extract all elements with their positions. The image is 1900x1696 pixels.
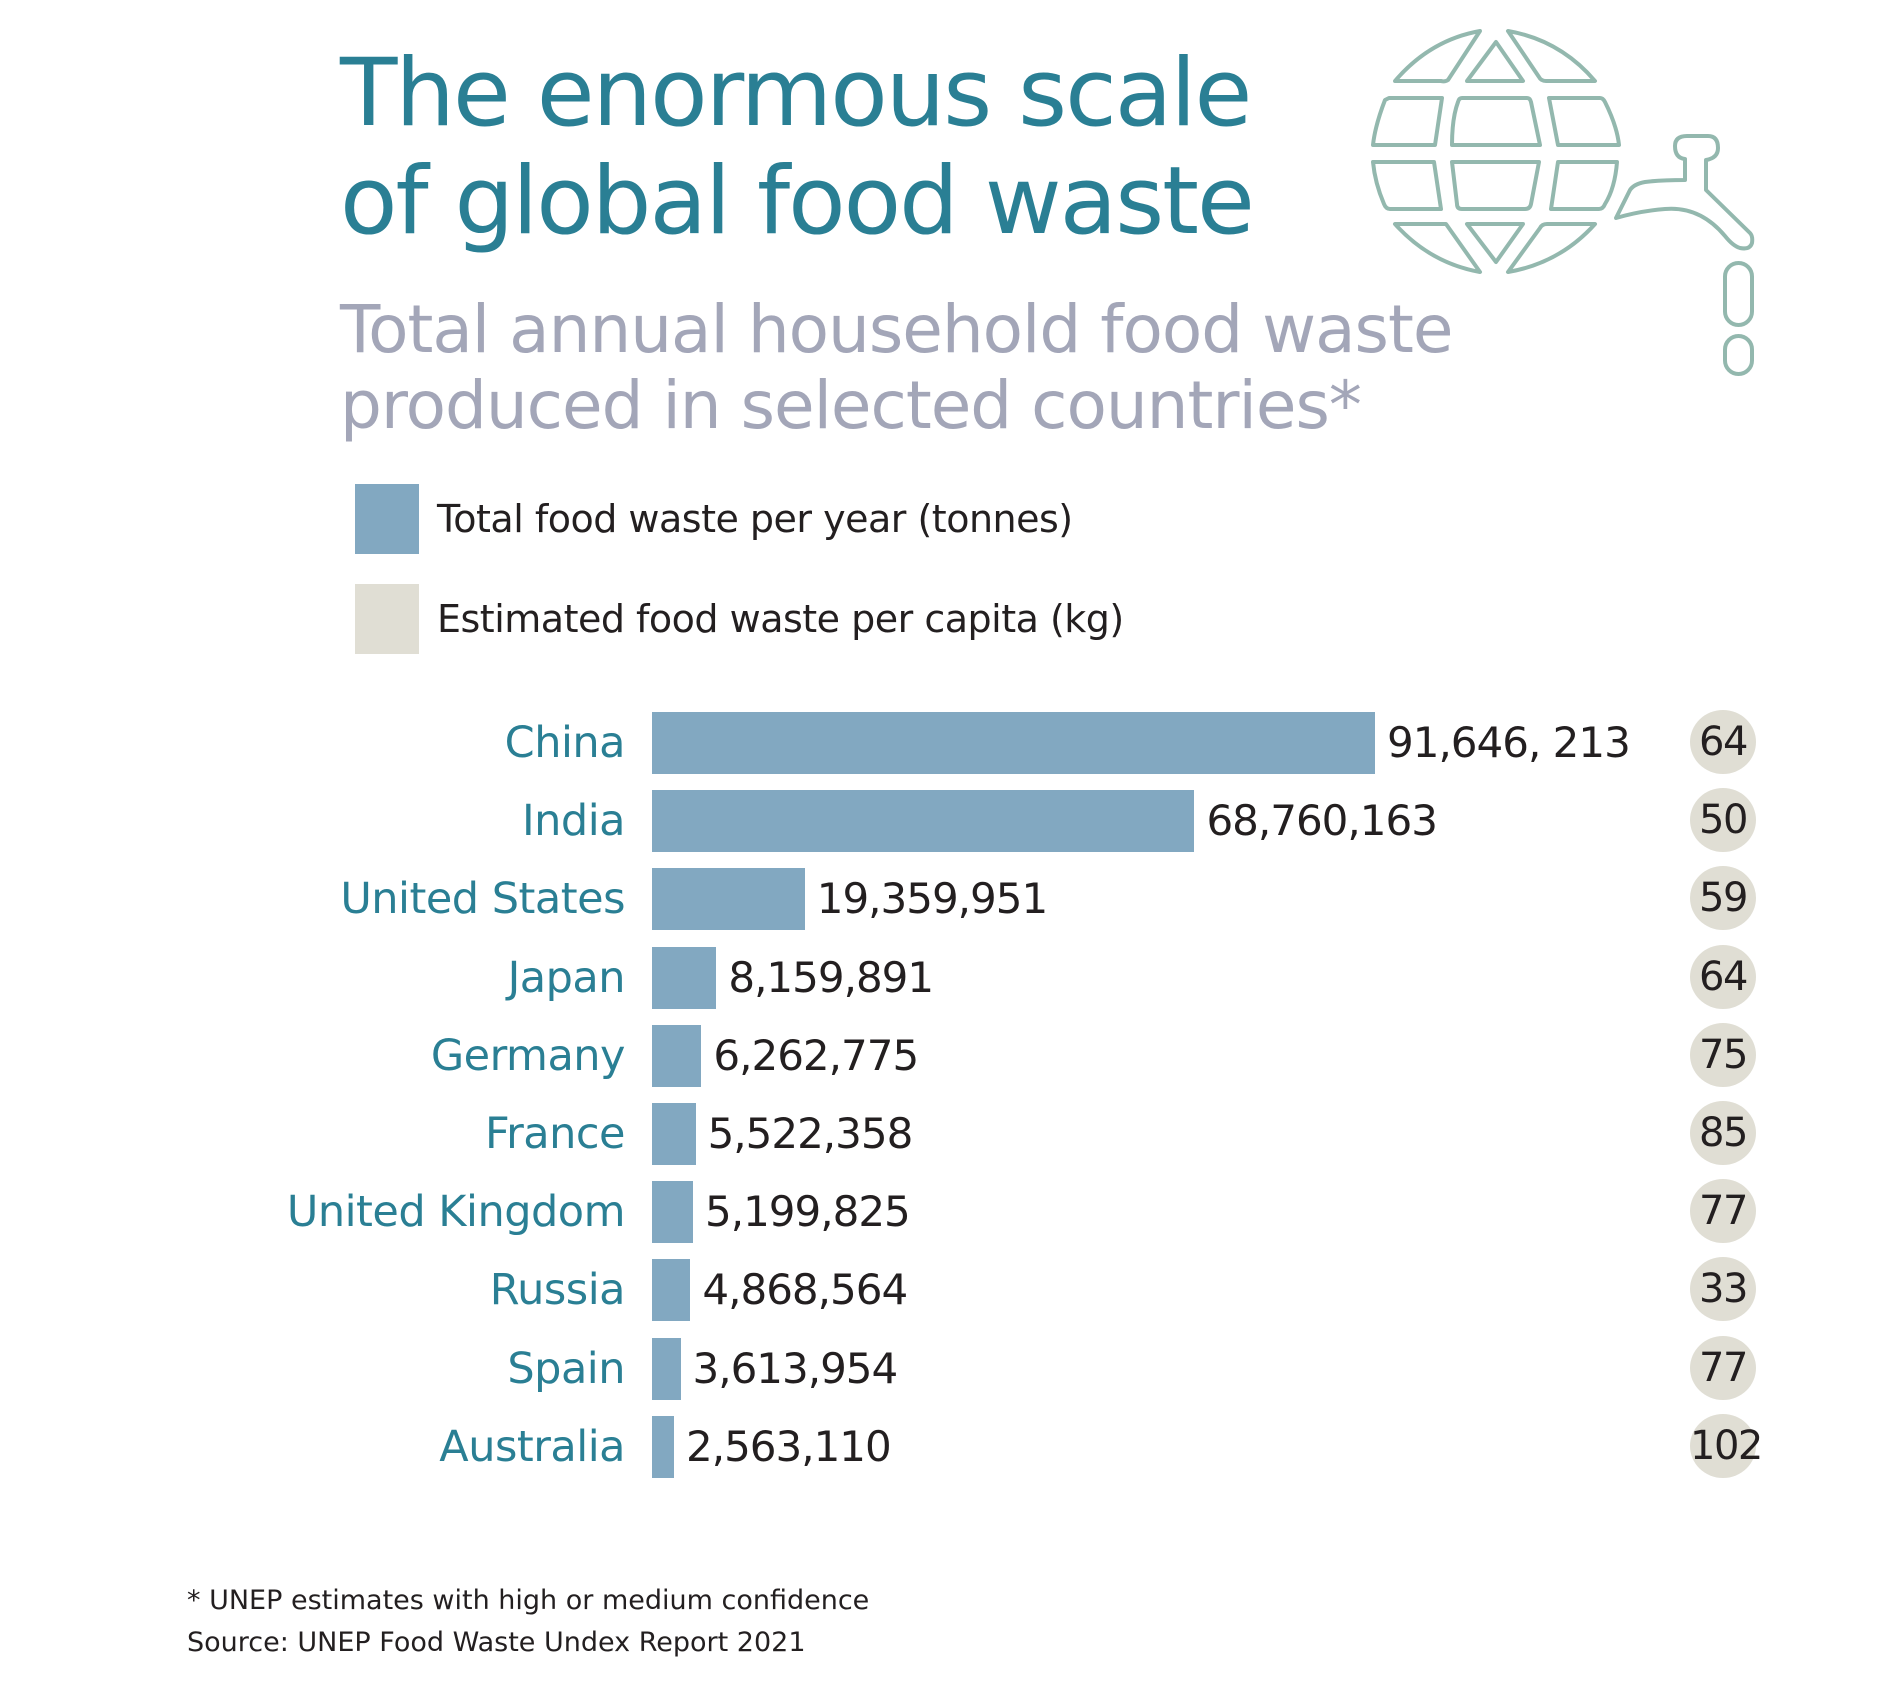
footnote-note: * UNEP estimates with high or medium con… (187, 1585, 870, 1616)
bar-total-waste (652, 868, 805, 931)
country-label: Russia (489, 1265, 626, 1316)
bar-total-waste (652, 790, 1195, 853)
bar-value-label: 5,199,825 (705, 1187, 911, 1237)
title-line-2: of global food waste (340, 147, 1255, 256)
chart-row: Spain 3,613,954 77 (0, 1335, 1900, 1400)
country-label: United States (340, 874, 625, 925)
chart-row: India 68,760,163 50 (0, 788, 1900, 853)
legend-item-per-capita: Estimated food waste per capita (kg) (355, 583, 1124, 655)
legend: Total food waste per year (tonnes) Estim… (355, 483, 1124, 683)
per-capita-badge: 33 (1690, 1257, 1756, 1322)
chart-subtitle: Total annual household food waste produc… (340, 291, 1453, 444)
footnote: * UNEP estimates with high or medium con… (187, 1580, 869, 1664)
per-capita-badge: 64 (1690, 944, 1756, 1009)
per-capita-badge: 102 (1690, 1413, 1763, 1478)
bar-value-label: 8,159,891 (728, 952, 934, 1002)
legend-item-total: Total food waste per year (tonnes) (355, 483, 1124, 555)
bar-total-waste (652, 1024, 702, 1087)
per-capita-badge: 64 (1690, 710, 1756, 774)
country-label: United Kingdom (286, 1187, 626, 1238)
legend-swatch-total (355, 484, 419, 554)
country-label: Germany (430, 1030, 626, 1081)
legend-swatch-per-capita (355, 584, 419, 654)
bar-value-label: 2,563,110 (686, 1421, 892, 1471)
country-label: Australia (439, 1421, 625, 1472)
bar-total-waste (652, 946, 717, 1009)
bar-value-label: 5,522,358 (707, 1109, 914, 1158)
globe-tap-icon (1355, 18, 1775, 378)
country-label: France (485, 1109, 625, 1159)
bar-total-waste (652, 1259, 691, 1322)
bar-total-waste (652, 712, 1375, 774)
bar-total-waste (652, 1415, 674, 1478)
chart-row: Russia 4,868,564 33 (0, 1257, 1900, 1322)
per-capita-badge: 50 (1690, 788, 1756, 853)
chart-row: Australia 2,563,110 102 (0, 1413, 1900, 1478)
chart-row: Japan 8,159,891 64 (0, 944, 1900, 1009)
per-capita-badge: 85 (1690, 1101, 1756, 1165)
chart-row: Germany 6,262,775 75 (0, 1022, 1900, 1087)
bar-total-waste (652, 1181, 694, 1244)
bar-value-label: 6,262,775 (713, 1030, 919, 1080)
bar-value-label: 3,613,954 (692, 1343, 899, 1393)
legend-label-total: Total food waste per year (tonnes) (437, 497, 1073, 541)
country-label: Spain (507, 1343, 625, 1394)
subtitle-line-2: produced in selected countries* (340, 367, 1362, 444)
country-label: China (504, 718, 626, 768)
per-capita-badge: 77 (1690, 1179, 1756, 1244)
footnote-source: Source: UNEP Food Waste Undex Report 202… (187, 1627, 806, 1658)
bar-value-label: 91,646, 213 (1387, 718, 1631, 767)
per-capita-badge: 75 (1690, 1022, 1756, 1087)
chart-row: China 91,646, 213 64 (0, 710, 1900, 774)
per-capita-badge: 77 (1690, 1335, 1756, 1400)
bar-value-label: 4,868,564 (702, 1265, 908, 1315)
title-line-1: The enormous scale (340, 39, 1252, 148)
bar-total-waste (652, 1337, 681, 1400)
country-label: Japan (507, 952, 626, 1003)
bar-value-label: 68,760,163 (1206, 796, 1437, 846)
country-label: India (521, 796, 626, 847)
chart-row: France 5,522,358 85 (0, 1101, 1900, 1165)
chart-title: The enormous scale of global food waste (340, 39, 1255, 256)
bar-value-label: 19,359,951 (816, 874, 1048, 924)
per-capita-badge: 59 (1690, 866, 1756, 931)
chart-row: United Kingdom 5,199,825 77 (0, 1179, 1900, 1244)
legend-label-per-capita: Estimated food waste per capita (kg) (437, 597, 1124, 641)
subtitle-line-1: Total annual household food waste (340, 291, 1453, 368)
bar-total-waste (652, 1103, 696, 1165)
chart-row: United States 19,359,951 59 (0, 866, 1900, 931)
